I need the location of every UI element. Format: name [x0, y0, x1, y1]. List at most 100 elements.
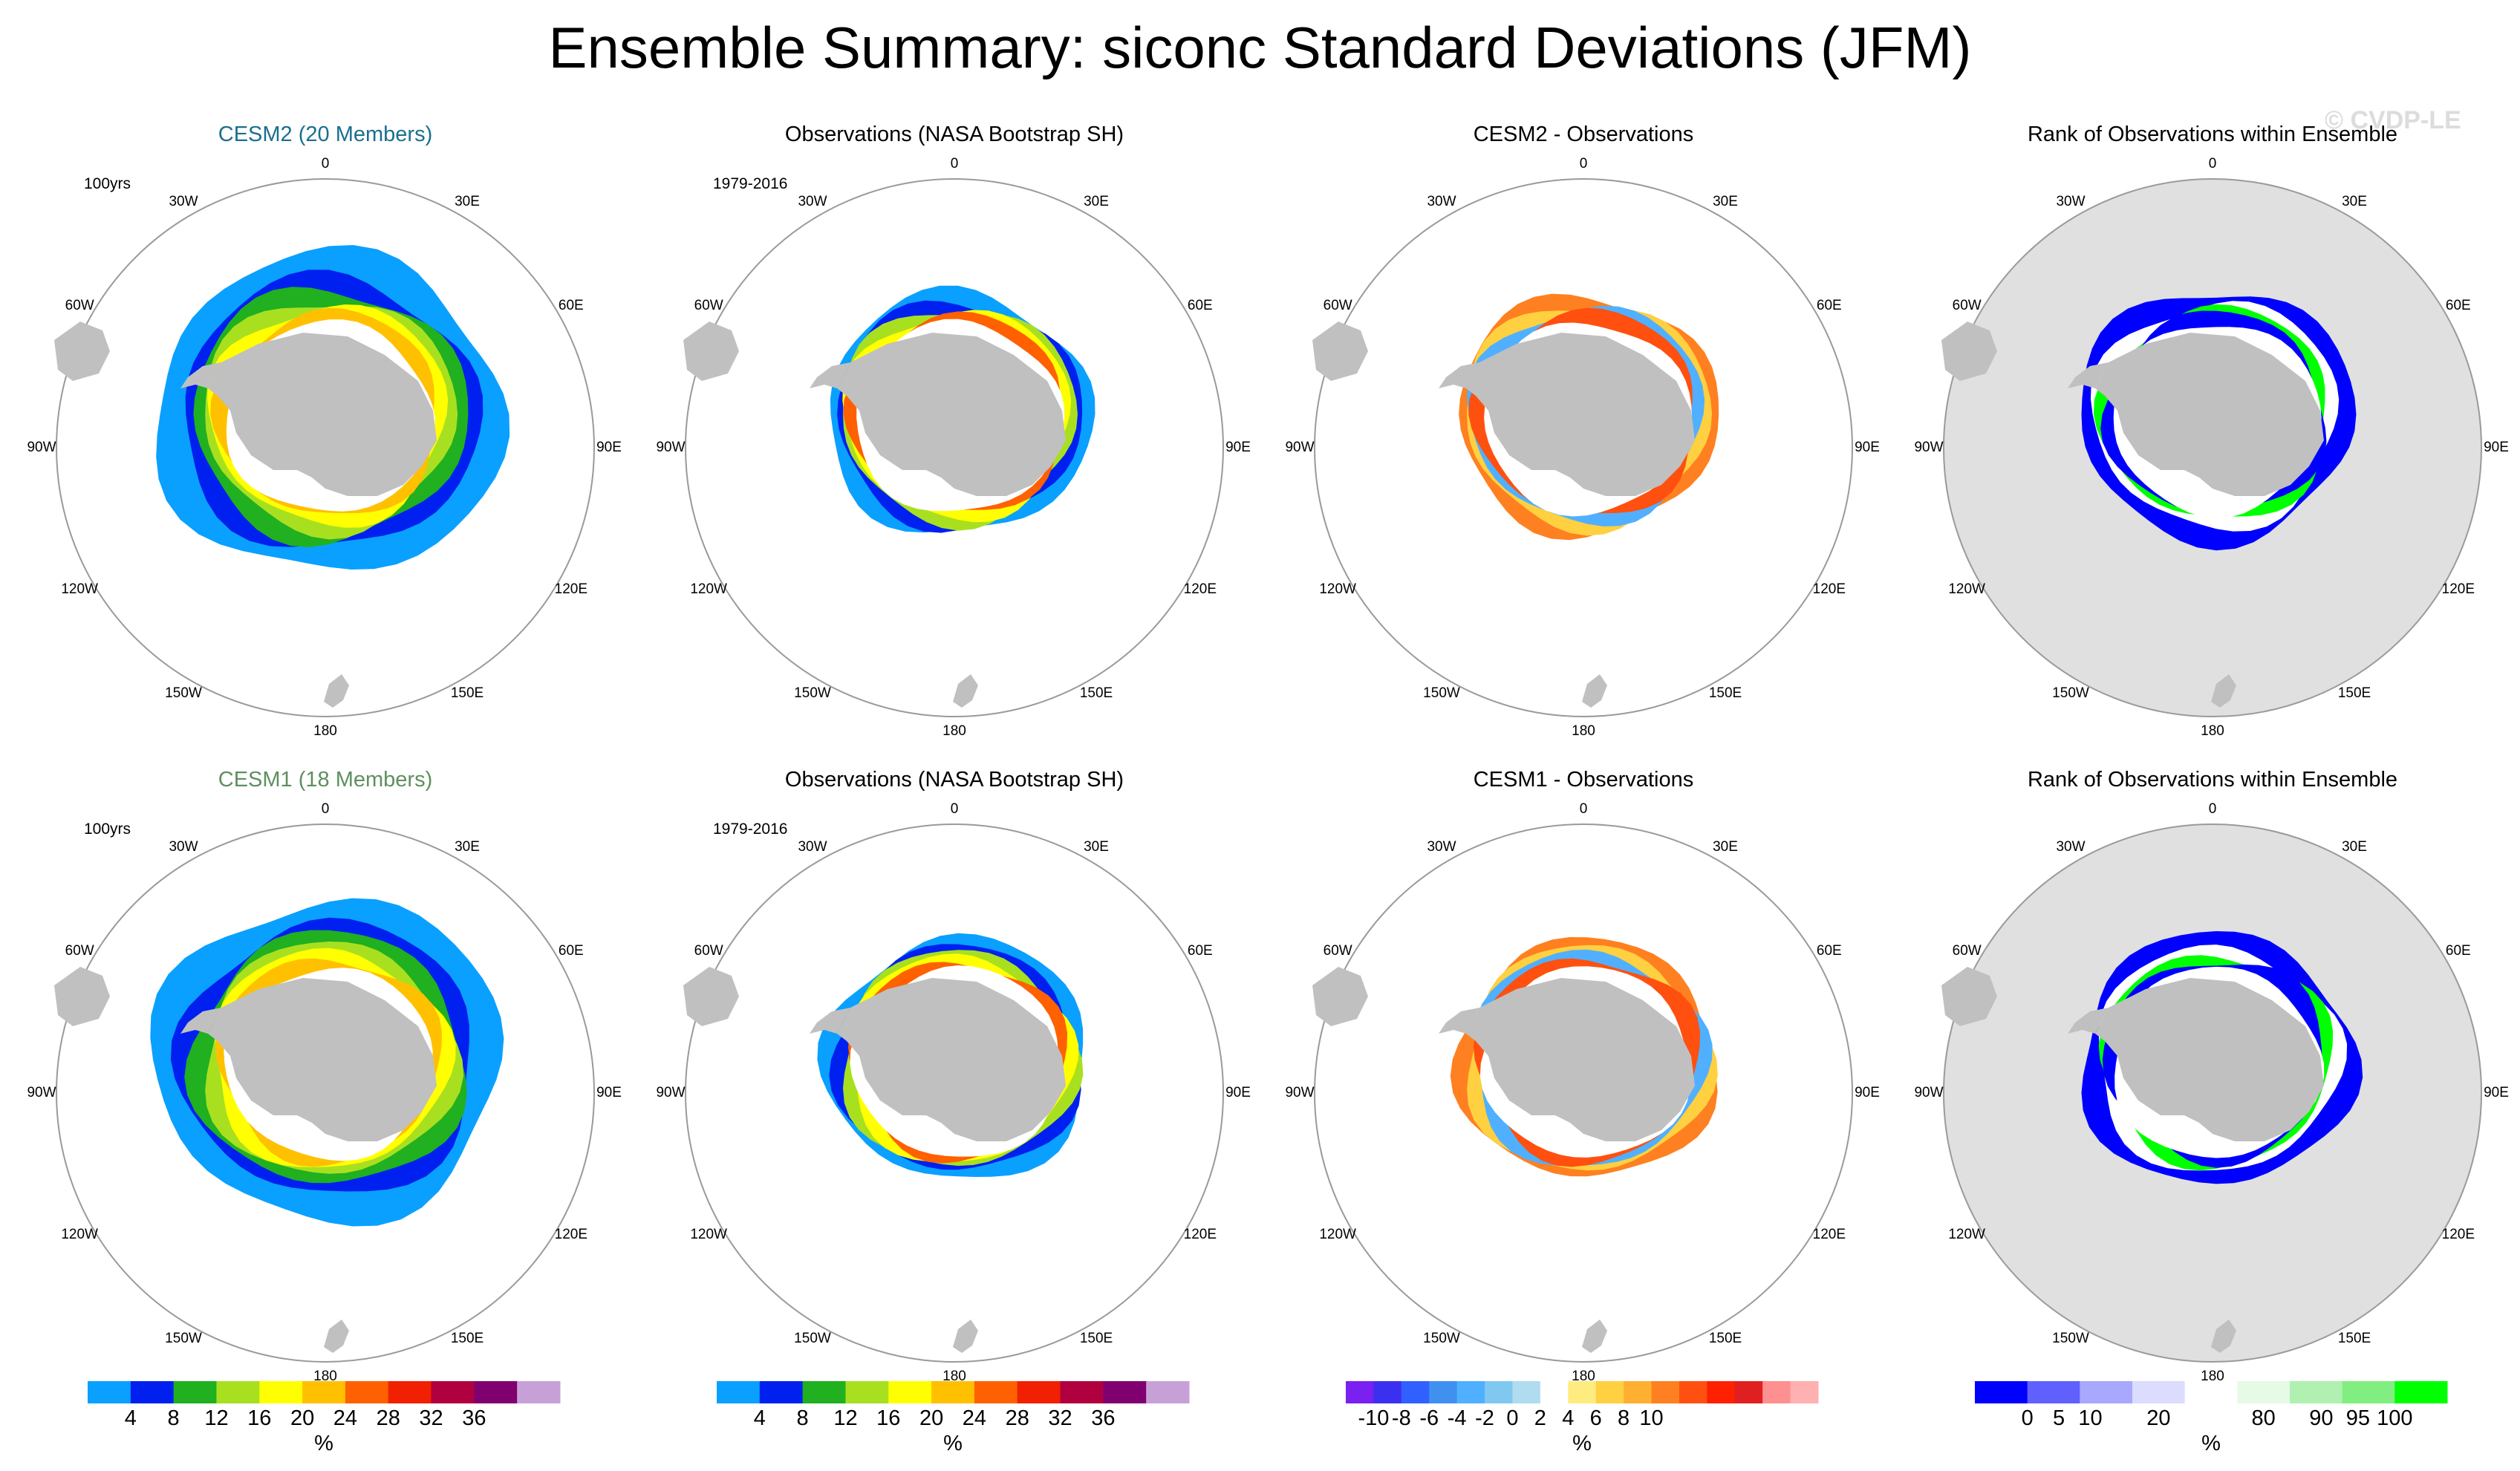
polar-map — [683, 178, 1224, 717]
panel-title: Rank of Observations within Ensemble — [2027, 768, 2398, 792]
longitude-label: 150W — [165, 1330, 202, 1346]
panel-title: CESM2 - Observations — [1473, 123, 1694, 146]
longitude-label: 30W — [169, 839, 198, 855]
longitude-label: 120E — [2441, 581, 2475, 597]
colorbar-box — [2027, 1381, 2080, 1403]
new-zealand-landmass — [324, 1320, 349, 1353]
longitude-label: 120W — [61, 1227, 98, 1242]
longitude-label: 180 — [2201, 1369, 2224, 1384]
longitude-label: 150E — [2337, 685, 2371, 701]
longitude-label: 120W — [1319, 1227, 1356, 1242]
colorbar-boxes — [717, 1381, 1190, 1403]
longitude-label: 150W — [2052, 1330, 2089, 1346]
colorbar-boxes — [88, 1381, 561, 1403]
new-zealand-landmass — [2211, 1320, 2236, 1353]
colorbar-unit: % — [1572, 1432, 1592, 1455]
longitude-label: 120E — [1183, 1227, 1217, 1242]
longitude-label: 150E — [450, 685, 484, 701]
colorbar-box — [1146, 1381, 1190, 1403]
colorbar-box — [1707, 1381, 1736, 1403]
south-america-landmass — [683, 967, 739, 1026]
longitude-label: 150E — [1708, 1330, 1742, 1346]
colorbar-box — [2342, 1381, 2395, 1403]
colorbar-tick-label: 8 — [796, 1406, 809, 1430]
longitude-label: 150E — [1708, 685, 1742, 701]
longitude-label: 120E — [554, 1227, 587, 1242]
longitude-label: 180 — [1572, 1369, 1595, 1384]
antarctica-landmass — [208, 978, 437, 1141]
colorbar-tick-label: -6 — [1419, 1406, 1439, 1430]
colorbar-box — [1790, 1381, 1819, 1403]
antarctica-landmass — [837, 333, 1066, 496]
colorbar-box — [1651, 1381, 1680, 1403]
longitude-label: 30E — [1084, 194, 1109, 210]
new-zealand-landmass — [953, 1320, 978, 1353]
polar-map — [1941, 178, 2482, 717]
panel-title: CESM1 - Observations — [1473, 768, 1694, 792]
colorbar-box — [1060, 1381, 1104, 1403]
longitude-label: 60W — [1323, 943, 1352, 959]
colorbar-box — [1017, 1381, 1061, 1403]
colorbar-box — [216, 1381, 260, 1403]
colorbar-box — [1346, 1381, 1374, 1403]
panel-title: CESM2 (20 Members) — [218, 123, 433, 146]
colorbar-tick-label: -4 — [1447, 1406, 1467, 1430]
panel-cesm2-rank: Rank of Observations within Ensemble 0 30… — [1914, 121, 2508, 774]
panel-title: Rank of Observations within Ensemble — [2027, 123, 2398, 146]
colorbar-box — [2290, 1381, 2343, 1403]
colorbar-box — [517, 1381, 561, 1403]
colorbar-box — [759, 1381, 804, 1403]
new-zealand-landmass — [1582, 1320, 1607, 1353]
antarctica-landmass — [2095, 333, 2324, 496]
longitude-label: 60E — [1187, 298, 1213, 313]
colorbar-box — [345, 1381, 389, 1403]
longitude-label: 90E — [2484, 440, 2509, 455]
colorbar-tick-label: 24 — [333, 1406, 358, 1430]
colorbar-box — [302, 1381, 346, 1403]
longitude-label: 60W — [694, 298, 723, 313]
longitude-label: 120E — [1812, 581, 1846, 597]
colorbar-tick-label: 5 — [2052, 1406, 2065, 1430]
colorbar-tick-label: 0 — [1506, 1406, 1519, 1430]
longitude-label: 90E — [1855, 1085, 1880, 1100]
longitude-label: 150W — [1423, 1330, 1460, 1346]
colorbar-tick-label: 20 — [919, 1406, 944, 1430]
longitude-label: 150E — [2337, 1330, 2371, 1346]
colorbar-box — [2132, 1381, 2186, 1403]
colorbar-tick-label: 10 — [2078, 1406, 2103, 1430]
longitude-label: 120W — [1948, 1227, 1985, 1242]
colorbar-tick-label: 28 — [1005, 1406, 1029, 1430]
antarctic-peninsula — [810, 1008, 850, 1034]
longitude-label: 120E — [1183, 581, 1217, 597]
antarctica-landmass — [2095, 978, 2324, 1141]
longitude-label: 60E — [558, 943, 584, 959]
longitude-label: 90W — [1914, 440, 1944, 455]
colorbar-tick-label: 16 — [876, 1406, 901, 1430]
watermark: © CVDP-LE — [2325, 106, 2461, 134]
colorbar-box — [1401, 1381, 1430, 1403]
figure-title: Ensemble Summary: siconc Standard Deviat… — [548, 15, 1972, 80]
longitude-label: 0 — [2208, 801, 2217, 817]
south-america-landmass — [54, 967, 110, 1026]
longitude-label: 90W — [1914, 1085, 1944, 1100]
antarctic-peninsula — [2068, 1008, 2109, 1034]
colorbar-box — [931, 1381, 975, 1403]
longitude-label: 90W — [656, 440, 686, 455]
longitude-label: 180 — [942, 723, 966, 739]
longitude-label: 30W — [2056, 194, 2086, 210]
colorbar-box — [1975, 1381, 2028, 1403]
colorbar-box — [173, 1381, 217, 1403]
polar-map — [683, 823, 1224, 1363]
longitude-label: 30E — [455, 839, 480, 855]
colorbar-tick-label: 4 — [1562, 1406, 1575, 1430]
longitude-label: 30E — [1084, 839, 1109, 855]
longitude-label: 120E — [554, 581, 587, 597]
colorbar-tick-label: 36 — [462, 1406, 486, 1430]
colorbar-tick-label: 24 — [962, 1406, 987, 1430]
colorbar-box — [974, 1381, 1018, 1403]
longitude-label: 60W — [1323, 298, 1352, 313]
colorbar-tick-label: 4 — [753, 1406, 766, 1430]
longitude-label: 150W — [1423, 685, 1460, 701]
longitude-label: 0 — [2208, 156, 2217, 172]
polar-map — [54, 178, 595, 717]
